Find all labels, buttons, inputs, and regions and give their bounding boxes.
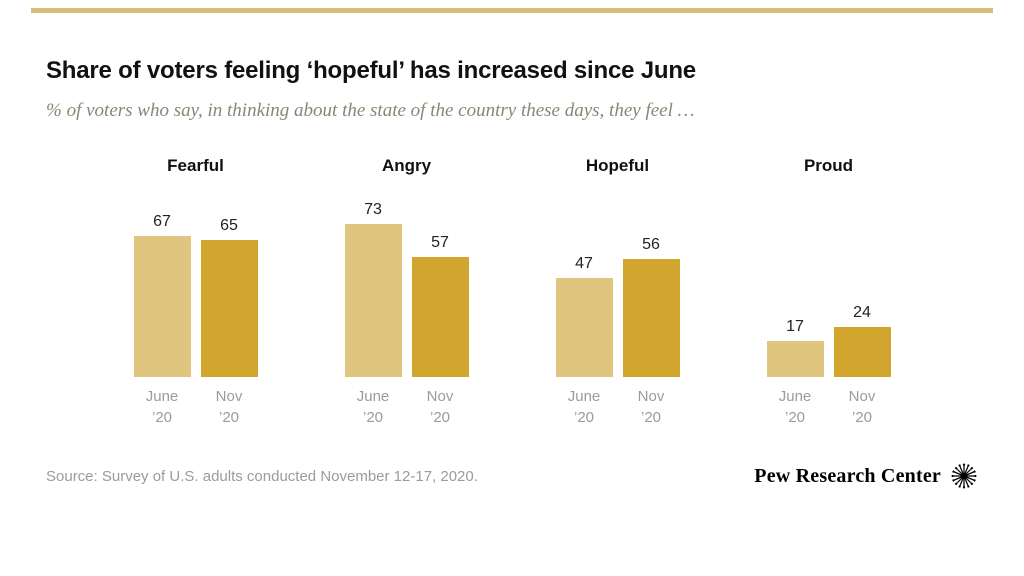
bar-chart: Fearful 67 June ’20 65 Nov ’20 Angry 73 June ’20 57… [90, 156, 934, 430]
bar-pair: 73 June ’20 57 Nov ’20 [301, 188, 512, 430]
bar-value-label: 73 [364, 201, 382, 218]
page-title: Share of voters feeling ‘hopeful’ has in… [46, 57, 696, 84]
bar-value-label: 56 [642, 236, 660, 253]
group-label: Proud [803, 156, 854, 175]
bar [200, 240, 258, 377]
bar-pair: 47 June ’20 56 Nov ’20 [512, 188, 723, 430]
x-tick-label: Nov ’20 [426, 388, 454, 427]
chart-group: Fearful 67 June ’20 65 Nov ’20 [90, 156, 301, 430]
bar-column: 65 Nov ’20 [200, 188, 258, 430]
x-tick-label: June ’20 [567, 388, 601, 427]
x-tick-label: Nov ’20 [848, 388, 876, 427]
bar [766, 341, 824, 377]
x-tick-label: June ’20 [778, 388, 812, 427]
x-tick-label: Nov ’20 [215, 388, 243, 427]
bar-pair: 17 June ’20 24 Nov ’20 [723, 188, 934, 430]
group-label: Hopeful [585, 156, 650, 175]
bar-value-label: 65 [220, 217, 238, 234]
bar-value-label: 67 [153, 213, 171, 230]
x-tick-label: June ’20 [145, 388, 179, 427]
accent-top-rule [31, 8, 993, 13]
brand: Pew Research Center [754, 462, 978, 490]
bar [833, 327, 891, 377]
bar-column: 57 Nov ’20 [411, 188, 469, 430]
bar [344, 224, 402, 377]
bar-value-label: 47 [575, 255, 593, 272]
source-note: Source: Survey of U.S. adults conducted … [46, 467, 478, 485]
x-tick-label: Nov ’20 [637, 388, 665, 427]
bar-column: 67 June ’20 [133, 188, 191, 430]
pew-sunburst-icon [950, 462, 978, 490]
bar-value-label: 17 [786, 318, 804, 335]
group-label: Angry [381, 156, 432, 175]
bar-value-label: 24 [853, 304, 871, 321]
bar-column: 56 Nov ’20 [622, 188, 680, 430]
bar [411, 257, 469, 377]
bar-column: 73 June ’20 [344, 188, 402, 430]
x-tick-label: June ’20 [356, 388, 390, 427]
chart-group: Hopeful 47 June ’20 56 Nov ’20 [512, 156, 723, 430]
bar-value-label: 57 [431, 234, 449, 251]
footer: Source: Survey of U.S. adults conducted … [46, 462, 978, 490]
chart-group: Angry 73 June ’20 57 Nov ’20 [301, 156, 512, 430]
brand-wordmark: Pew Research Center [754, 464, 941, 487]
bar [622, 259, 680, 377]
bar [555, 278, 613, 377]
bar-column: 24 Nov ’20 [833, 188, 891, 430]
chart-subtitle: % of voters who say, in thinking about t… [46, 100, 695, 121]
bar [133, 236, 191, 377]
bar-column: 17 June ’20 [766, 188, 824, 430]
chart-group: Proud 17 June ’20 24 Nov ’20 [723, 156, 934, 430]
group-label: Fearful [167, 156, 224, 175]
bar-column: 47 June ’20 [555, 188, 613, 430]
bar-pair: 67 June ’20 65 Nov ’20 [90, 188, 301, 430]
